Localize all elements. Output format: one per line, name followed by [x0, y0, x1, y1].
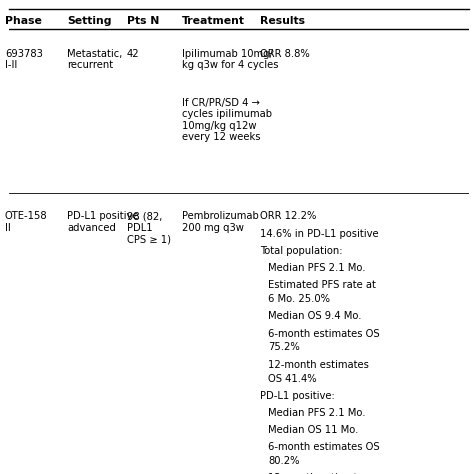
Text: Median PFS 2.1 Mo.: Median PFS 2.1 Mo. [268, 408, 366, 418]
Text: PD-L1 positive:: PD-L1 positive: [260, 391, 335, 401]
Text: Results: Results [260, 16, 305, 26]
Text: 12-month estimates: 12-month estimates [268, 360, 369, 370]
Text: 80.2%: 80.2% [268, 456, 300, 466]
Text: Metastatic,
recurrent: Metastatic, recurrent [67, 49, 122, 71]
Text: Median OS 11 Mo.: Median OS 11 Mo. [268, 425, 359, 435]
Text: Total population:: Total population: [260, 246, 343, 256]
Text: 98 (82,
PDL1
CPS ≥ 1): 98 (82, PDL1 CPS ≥ 1) [127, 211, 171, 245]
Text: PD-L1 positive
advanced: PD-L1 positive advanced [67, 211, 138, 233]
Text: Pts N: Pts N [127, 16, 159, 26]
Text: 75.2%: 75.2% [268, 342, 300, 353]
Text: OTE-158
II: OTE-158 II [5, 211, 47, 233]
Text: 14.6% in PD-L1 positive: 14.6% in PD-L1 positive [260, 228, 379, 238]
Text: Ipilimumab 10mg/
kg q3w for 4 cycles: Ipilimumab 10mg/ kg q3w for 4 cycles [182, 49, 278, 71]
Text: OS 41.4%: OS 41.4% [268, 374, 317, 383]
Text: 6 Mo. 25.0%: 6 Mo. 25.0% [268, 294, 330, 304]
Text: ORR 8.8%: ORR 8.8% [260, 49, 310, 59]
Text: ORR 12.2%: ORR 12.2% [260, 211, 317, 221]
Text: 693783
I-II: 693783 I-II [5, 49, 43, 71]
Text: Treatment: Treatment [182, 16, 245, 26]
Text: Median PFS 2.1 Mo.: Median PFS 2.1 Mo. [268, 263, 366, 273]
Text: 42: 42 [127, 49, 139, 59]
Text: Pembrolizumab
200 mg q3w: Pembrolizumab 200 mg q3w [182, 211, 259, 233]
Text: Estimated PFS rate at: Estimated PFS rate at [268, 280, 376, 290]
Text: Median OS 9.4 Mo.: Median OS 9.4 Mo. [268, 311, 362, 321]
Text: Setting: Setting [67, 16, 111, 26]
Text: Phase: Phase [5, 16, 42, 26]
Text: 6-month estimates OS: 6-month estimates OS [268, 328, 380, 338]
Text: 6-month estimates OS: 6-month estimates OS [268, 442, 380, 452]
Text: If CR/PR/SD 4 →
cycles ipilimumab
10mg/kg q12w
every 12 weeks: If CR/PR/SD 4 → cycles ipilimumab 10mg/k… [182, 98, 272, 143]
